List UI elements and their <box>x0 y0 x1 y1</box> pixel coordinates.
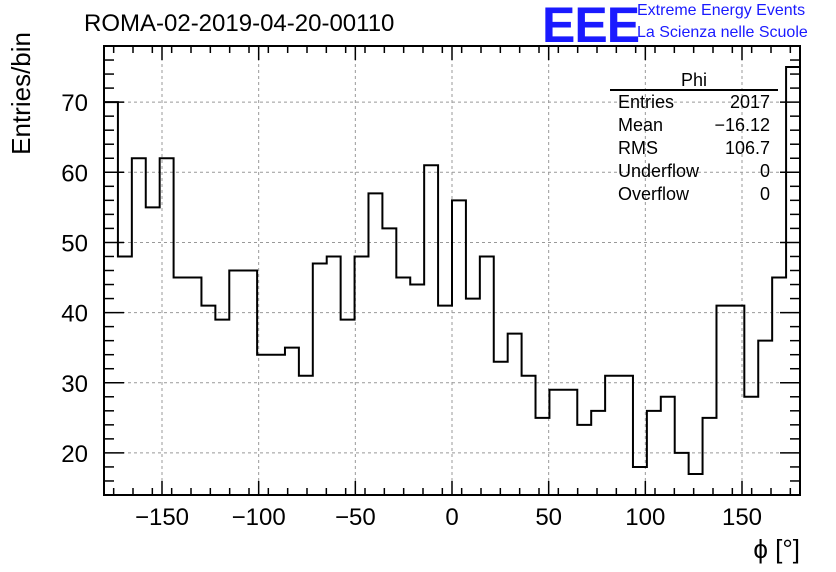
x-tick-label: −150 <box>135 504 189 531</box>
x-tick-label: 0 <box>445 504 458 531</box>
y-tick-label: 70 <box>61 90 88 117</box>
y-tick-label: 30 <box>61 371 88 398</box>
stats-value: 106.7 <box>724 138 770 158</box>
stats-key: RMS <box>618 138 658 158</box>
y-tick-label: 20 <box>61 441 88 468</box>
x-axis-title: ϕ [°] <box>753 534 800 564</box>
y-tick-labels: 20 30 40 50 60 70 <box>61 90 88 468</box>
run-title: ROMA-02-2019-04-20-00110 <box>84 10 395 37</box>
stats-value: 0 <box>759 184 770 204</box>
stats-box-title: Phi <box>680 70 707 90</box>
stats-value: 2017 <box>729 92 770 112</box>
y-axis-title: Entries/bin <box>6 32 36 155</box>
histogram-step-line <box>104 66 800 475</box>
x-tick-label: −50 <box>335 504 376 531</box>
x-tick-labels: −150 −100 −50 0 50 100 150 <box>135 504 762 531</box>
x-tick-label: 150 <box>722 504 762 531</box>
stats-key: Overflow <box>618 184 690 204</box>
logo-caption-line2: La Scienza nelle Scuole <box>637 24 808 41</box>
stats-key: Mean <box>618 115 664 135</box>
axis-ticks <box>104 46 800 495</box>
y-tick-label: 50 <box>61 230 88 257</box>
logo-caption-line1: Extreme Energy Events <box>637 2 806 19</box>
grid-lines <box>104 46 800 495</box>
x-tick-label: 100 <box>625 504 665 531</box>
y-tick-label: 60 <box>61 160 88 187</box>
stats-key: Entries <box>618 92 675 112</box>
y-tick-label: 40 <box>61 301 88 328</box>
eee-logo: EEE <box>542 0 640 53</box>
x-tick-label: −100 <box>232 504 286 531</box>
x-tick-label: 50 <box>535 504 562 531</box>
stats-value: 0 <box>759 161 770 181</box>
stats-key: Underflow <box>618 161 700 181</box>
stats-value: −16.12 <box>714 115 770 135</box>
